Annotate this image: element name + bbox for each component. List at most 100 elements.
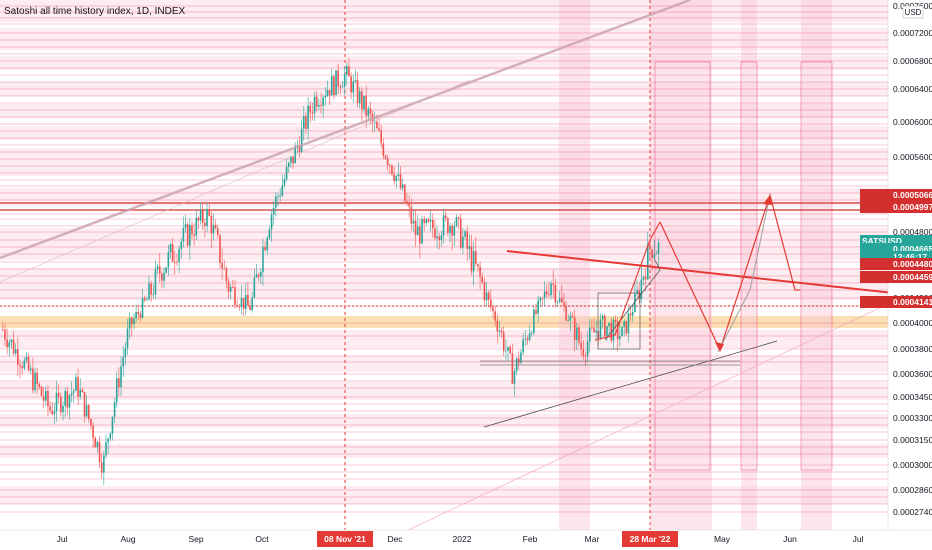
price-badge-level: 0.00044801 <box>893 259 932 269</box>
candle-body <box>272 207 275 215</box>
candle-body <box>143 298 146 301</box>
projection-arrow <box>715 342 724 352</box>
candle-body <box>350 76 352 93</box>
candle-body <box>150 283 152 295</box>
candle-body <box>122 357 124 367</box>
candle-body <box>206 209 208 227</box>
candle-body <box>257 274 260 277</box>
candle-body <box>201 209 204 223</box>
candle-body <box>425 219 428 224</box>
candle-body <box>339 86 342 88</box>
candle-body <box>111 416 114 434</box>
candle-body <box>298 145 301 153</box>
candle-body <box>543 291 546 299</box>
candle-body <box>397 174 400 176</box>
projection-arrow <box>763 195 772 205</box>
candle-body <box>40 386 43 397</box>
candle-body <box>318 105 320 107</box>
candle-body <box>526 338 529 341</box>
candle-body <box>163 272 165 281</box>
candle-body <box>354 80 357 82</box>
price-badge-bg <box>860 201 932 213</box>
candle-body <box>57 392 60 397</box>
candle-body <box>442 215 445 236</box>
candle-body <box>558 298 561 302</box>
zone-band <box>0 126 888 140</box>
candle-body <box>120 366 122 388</box>
candle-body <box>264 246 266 251</box>
zone-band <box>0 356 888 372</box>
candle-body <box>651 249 653 258</box>
candle-body <box>4 329 6 340</box>
currency-text: USD <box>905 8 922 17</box>
candle-body <box>23 360 26 369</box>
candle-body <box>326 90 329 96</box>
candle-body <box>459 218 462 248</box>
candle-body <box>606 326 608 337</box>
candle-body <box>343 74 346 87</box>
level-lines-layer <box>0 5 888 513</box>
candle-body <box>305 116 307 129</box>
candle-body <box>513 371 516 384</box>
candle-body <box>322 97 324 106</box>
candle-body <box>438 236 441 240</box>
candle-body <box>361 91 363 110</box>
time-zone <box>741 0 757 530</box>
candle-body <box>253 277 256 298</box>
candle-body <box>12 339 15 354</box>
candle-body <box>249 305 251 310</box>
candle-body <box>541 297 544 299</box>
candle-body <box>481 276 484 283</box>
x-tick-label: Sep <box>188 534 203 544</box>
candle-body <box>511 353 514 384</box>
zone-band <box>0 330 888 348</box>
candle-body <box>17 349 19 365</box>
candle-body <box>561 298 563 303</box>
candle-body <box>146 299 148 301</box>
candle-body <box>535 309 537 314</box>
candle-body <box>105 442 107 456</box>
candle-body <box>457 217 460 219</box>
price-badge-symbol: SATSUSD <box>862 236 902 246</box>
candle-body <box>464 231 466 237</box>
candle-body <box>601 315 604 320</box>
candle-body <box>189 225 191 246</box>
time-zone <box>559 0 590 530</box>
candle-body <box>328 90 331 96</box>
candle-body <box>625 321 628 334</box>
candle-body <box>548 294 550 296</box>
candle-body <box>171 244 174 262</box>
x-tick-label: Aug <box>120 534 135 544</box>
candle-body <box>141 298 144 318</box>
candle-body <box>490 299 492 308</box>
candle-body <box>27 356 30 371</box>
ascending-channel-line <box>0 0 691 260</box>
zone-band <box>0 444 888 458</box>
candle-body <box>92 425 94 439</box>
long-support-line <box>369 303 889 549</box>
chart-title: Satoshi all time history index, 1D, INDE… <box>4 6 186 17</box>
candle-body <box>595 330 597 333</box>
candle-body <box>391 165 393 175</box>
range-box <box>597 292 641 350</box>
candle-body <box>70 392 73 396</box>
candle-body <box>472 251 475 272</box>
candle-body <box>283 179 286 186</box>
candle-body <box>410 206 413 224</box>
candle-body <box>182 227 185 242</box>
candle-body <box>423 218 425 224</box>
x-tick-label: Oct <box>255 534 269 544</box>
candle-body <box>131 317 133 325</box>
candle-body <box>401 184 404 189</box>
candle-body <box>303 116 305 129</box>
candle-body <box>210 215 213 234</box>
candle-body <box>232 286 234 288</box>
candle-body <box>419 226 421 244</box>
